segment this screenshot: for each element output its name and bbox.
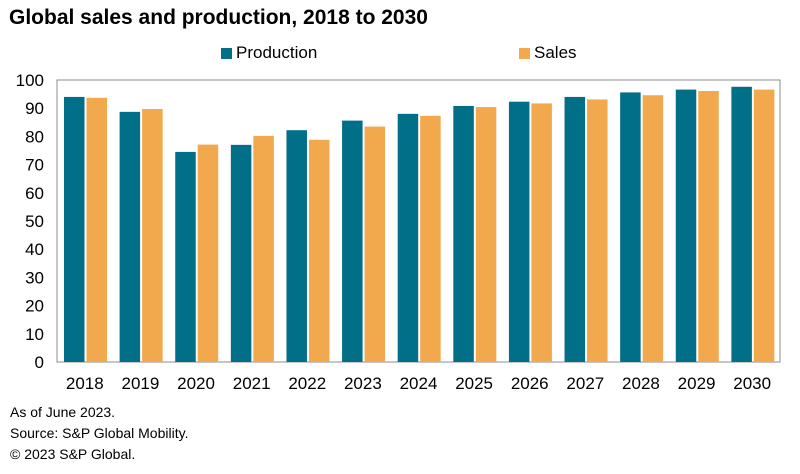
bar-production-2028: [620, 92, 641, 363]
bar-sales-2022: [308, 139, 330, 362]
bar-production-2027: [564, 96, 586, 363]
y-tick-label: 90: [25, 99, 44, 118]
bar-sales-2030: [753, 89, 775, 362]
y-tick-label: 30: [25, 268, 44, 287]
note-as-of: As of June 2023.: [10, 404, 116, 420]
bar-sales-2025: [475, 107, 497, 363]
bar-production-2019: [119, 111, 141, 362]
legend-label-production: Production: [236, 43, 318, 62]
x-tick-label: 2025: [455, 374, 493, 393]
y-tick-label: 50: [25, 212, 44, 231]
y-tick-label: 80: [25, 127, 44, 146]
x-tick-label: 2021: [233, 374, 271, 393]
chart-notes: As of June 2023. Source: S&P Global Mobi…: [10, 402, 188, 465]
x-tick-label: 2028: [622, 374, 660, 393]
legend-label-sales: Sales: [534, 43, 577, 62]
y-tick-label: 0: [35, 353, 44, 372]
y-tick-label: 20: [25, 297, 44, 316]
bar-production-2030: [731, 86, 752, 362]
x-tick-label: 2023: [344, 374, 382, 393]
y-tick-label: 70: [25, 156, 44, 175]
bar-sales-2028: [642, 95, 664, 362]
chart-legend: Production Sales: [0, 43, 800, 65]
bar-sales-2027: [587, 99, 608, 362]
plot-area: [56, 79, 781, 363]
bar-production-2025: [453, 105, 474, 362]
legend-item-sales: Sales: [519, 43, 577, 63]
bar-sales-2029: [698, 90, 719, 363]
legend-swatch-sales: [519, 47, 530, 59]
bar-production-2029: [675, 89, 697, 362]
bar-production-2018: [64, 96, 85, 363]
legend-item-production: Production: [221, 43, 317, 63]
x-tick-label: 2030: [733, 374, 771, 393]
note-source: Source: S&P Global Mobility.: [10, 425, 189, 441]
x-tick-label: 2024: [400, 374, 438, 393]
x-tick-label: 2022: [288, 374, 326, 393]
y-tick-label: 60: [25, 184, 44, 203]
x-tick-label: 2026: [511, 374, 549, 393]
x-tick-label: 2018: [66, 374, 104, 393]
chart-title: Global sales and production, 2018 to 203…: [9, 6, 428, 29]
bar-production-2021: [230, 144, 252, 362]
bar-sales-2026: [531, 103, 552, 362]
x-tick-label: 2020: [177, 374, 215, 393]
x-tick-label: 2029: [678, 374, 716, 393]
bar-sales-2018: [86, 97, 107, 363]
bar-sales-2023: [364, 126, 386, 362]
x-tick-label: 2019: [122, 374, 160, 393]
bar-production-2026: [508, 101, 530, 363]
x-tick-label: 2027: [566, 374, 604, 393]
bar-sales-2024: [420, 115, 441, 363]
bar-sales-2020: [197, 144, 219, 362]
legend-swatch-production: [221, 47, 232, 59]
note-copyright: © 2023 S&P Global.: [10, 446, 136, 462]
y-tick-label: 10: [25, 325, 44, 344]
bar-sales-2021: [253, 135, 274, 362]
bar-production-2022: [286, 130, 307, 362]
y-tick-label: 100: [16, 71, 44, 90]
bar-production-2023: [342, 120, 363, 362]
bar-production-2024: [397, 113, 419, 362]
y-tick-label: 40: [25, 240, 44, 259]
bar-sales-2019: [142, 109, 163, 363]
bar-production-2020: [175, 151, 196, 362]
